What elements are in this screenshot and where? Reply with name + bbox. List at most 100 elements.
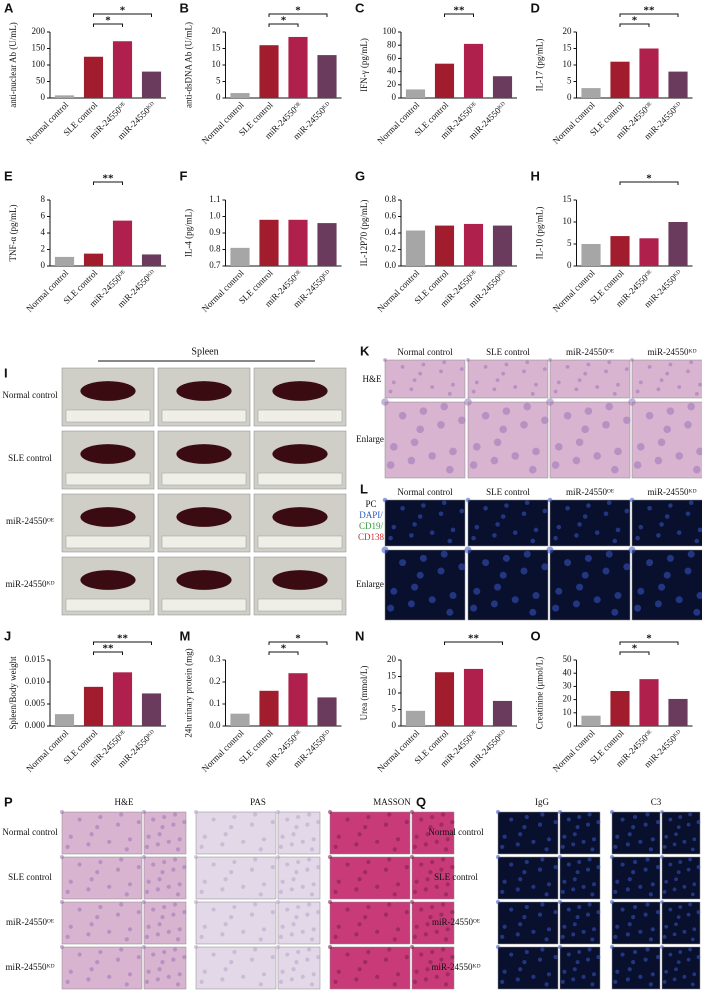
texture bbox=[522, 870, 527, 875]
texture bbox=[682, 974, 687, 979]
texture bbox=[544, 982, 549, 987]
y-axis-label: IL-17 (pg/mL) bbox=[535, 39, 545, 92]
texture bbox=[655, 819, 661, 825]
texture bbox=[635, 535, 640, 541]
texture bbox=[465, 497, 471, 503]
texture bbox=[529, 465, 537, 474]
texture bbox=[171, 867, 176, 872]
texture bbox=[241, 974, 246, 979]
texture bbox=[333, 844, 338, 849]
texture bbox=[177, 927, 182, 932]
texture bbox=[442, 360, 447, 365]
texture bbox=[678, 815, 683, 819]
spleen-sample bbox=[272, 444, 328, 464]
texture bbox=[552, 604, 560, 612]
texture bbox=[193, 944, 199, 950]
texture bbox=[500, 844, 505, 849]
y-axis-label: TNF-α (pg/mL) bbox=[8, 205, 18, 262]
texture bbox=[537, 867, 543, 872]
texture bbox=[546, 546, 554, 554]
significance-label: * bbox=[646, 633, 652, 645]
texture bbox=[409, 533, 414, 538]
texture bbox=[592, 837, 596, 842]
texture bbox=[648, 982, 653, 987]
texture bbox=[590, 892, 595, 897]
texture bbox=[650, 882, 655, 887]
significance-bracket bbox=[444, 641, 503, 645]
spleen-sample bbox=[176, 381, 232, 401]
texture bbox=[682, 839, 687, 844]
y-tick-label: 0.0 bbox=[209, 720, 221, 730]
texture bbox=[172, 947, 178, 952]
texture bbox=[357, 967, 362, 972]
texture bbox=[275, 854, 281, 860]
y-tick-label: 5 bbox=[567, 76, 572, 86]
texture bbox=[391, 380, 396, 385]
texture bbox=[502, 554, 510, 562]
texture bbox=[65, 844, 70, 849]
texture bbox=[333, 889, 338, 894]
texture bbox=[692, 972, 697, 977]
texture bbox=[285, 862, 290, 867]
texture bbox=[345, 817, 350, 822]
texture bbox=[655, 954, 661, 960]
texture bbox=[253, 947, 258, 952]
y-tick-label: 20 bbox=[387, 654, 397, 664]
y-tick-label: 0 bbox=[41, 260, 46, 270]
texture bbox=[428, 596, 436, 604]
texture bbox=[609, 899, 615, 905]
texture bbox=[625, 887, 630, 892]
texture bbox=[157, 832, 162, 837]
bar bbox=[83, 686, 104, 726]
texture bbox=[654, 600, 662, 608]
texture bbox=[177, 837, 182, 842]
texture bbox=[434, 839, 439, 844]
texture bbox=[316, 954, 321, 960]
texture bbox=[587, 947, 592, 952]
significance-bracket bbox=[619, 651, 650, 655]
texture bbox=[199, 979, 204, 984]
texture bbox=[696, 955, 701, 959]
y-tick-label: 20 bbox=[387, 79, 397, 89]
texture bbox=[660, 900, 664, 904]
texture bbox=[471, 389, 476, 394]
micrograph bbox=[411, 946, 455, 990]
texture bbox=[115, 912, 121, 917]
y-axis-label: IL-4 (pg/mL) bbox=[184, 209, 194, 257]
texture bbox=[409, 387, 414, 392]
ruler bbox=[65, 472, 151, 486]
y-tick-label: 0.0 bbox=[385, 260, 397, 270]
texture bbox=[428, 960, 433, 965]
y-tick-label: 100 bbox=[32, 59, 46, 69]
texture bbox=[407, 456, 416, 465]
significance-label: * bbox=[646, 173, 652, 185]
significance-bracket bbox=[268, 651, 299, 655]
texture bbox=[694, 538, 700, 544]
texture bbox=[450, 909, 455, 915]
texture bbox=[625, 977, 630, 982]
texture bbox=[595, 385, 600, 389]
texture bbox=[425, 922, 430, 927]
texture bbox=[124, 892, 129, 897]
ruler bbox=[257, 535, 343, 549]
texture bbox=[333, 979, 338, 984]
texture bbox=[624, 508, 630, 514]
texture bbox=[632, 904, 638, 910]
texture bbox=[305, 957, 310, 962]
y-tick-label: 0.8 bbox=[385, 194, 397, 204]
texture bbox=[162, 904, 167, 910]
texture bbox=[261, 882, 267, 887]
texture bbox=[547, 497, 553, 503]
micrograph bbox=[611, 946, 661, 990]
y-tick-label: 0 bbox=[392, 720, 397, 730]
texture bbox=[450, 527, 456, 533]
texture bbox=[175, 847, 181, 852]
texture bbox=[98, 814, 103, 820]
stain-label: DAPI/ bbox=[359, 510, 383, 520]
texture bbox=[354, 977, 359, 982]
texture bbox=[555, 587, 563, 595]
texture bbox=[532, 592, 540, 599]
texture bbox=[155, 842, 160, 847]
texture bbox=[668, 907, 673, 912]
column-label: PAS bbox=[250, 797, 266, 807]
